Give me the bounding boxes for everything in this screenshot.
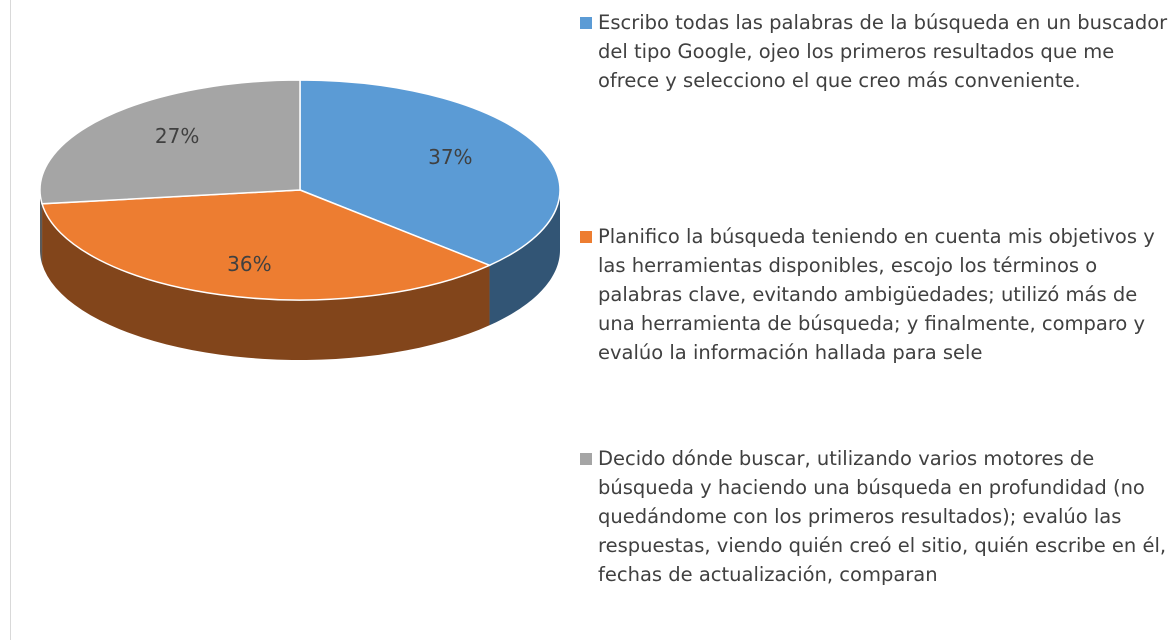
legend-swatch (580, 17, 592, 29)
slice-side (42, 203, 490, 360)
legend-label: Escribo todas las palabras de la búsqued… (598, 11, 1168, 92)
legend-item: Planifico la búsqueda teniendo en cuenta… (580, 222, 1174, 367)
data-label: 36% (227, 252, 271, 276)
legend-item: Escribo todas las palabras de la búsqued… (580, 8, 1174, 95)
legend-item: Decido dónde buscar, utilizando varios m… (580, 444, 1174, 589)
slice-side (489, 190, 560, 326)
data-label: 37% (428, 145, 472, 169)
legend-swatch (580, 453, 592, 465)
slice (41, 189, 492, 301)
legend-label: Planifico la búsqueda teniendo en cuenta… (598, 225, 1155, 364)
data-label: 27% (155, 124, 199, 148)
chart: 37% 36% 27% (39, 79, 561, 360)
legend-swatch (580, 231, 592, 243)
chart-border (10, 0, 11, 640)
slice (39, 79, 301, 205)
slice-side (40, 190, 43, 264)
slice (299, 79, 561, 267)
legend-label: Decido dónde buscar, utilizando varios m… (598, 447, 1167, 586)
